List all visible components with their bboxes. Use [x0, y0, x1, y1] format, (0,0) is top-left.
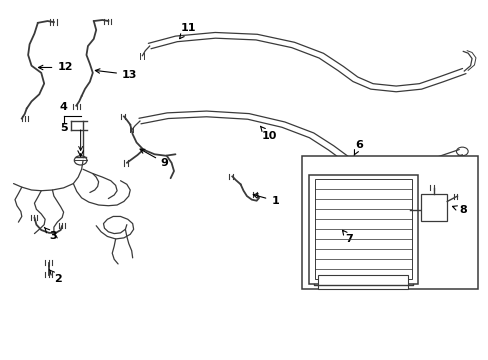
Bar: [301, 156, 477, 289]
Text: 2: 2: [49, 270, 61, 284]
Bar: [318, 275, 407, 289]
Text: 11: 11: [179, 23, 195, 39]
Text: 5: 5: [60, 123, 67, 133]
Text: 7: 7: [342, 230, 353, 244]
Text: 9: 9: [140, 149, 168, 168]
Text: 3: 3: [44, 228, 57, 242]
Text: 13: 13: [95, 69, 137, 80]
Bar: [420, 194, 447, 221]
Bar: [314, 179, 411, 279]
Text: 6: 6: [353, 140, 363, 155]
Text: 10: 10: [260, 126, 276, 141]
Text: 12: 12: [39, 63, 73, 72]
Text: 4: 4: [60, 102, 67, 112]
Text: 1: 1: [253, 194, 279, 206]
Bar: [308, 175, 417, 284]
Text: 8: 8: [451, 205, 466, 215]
